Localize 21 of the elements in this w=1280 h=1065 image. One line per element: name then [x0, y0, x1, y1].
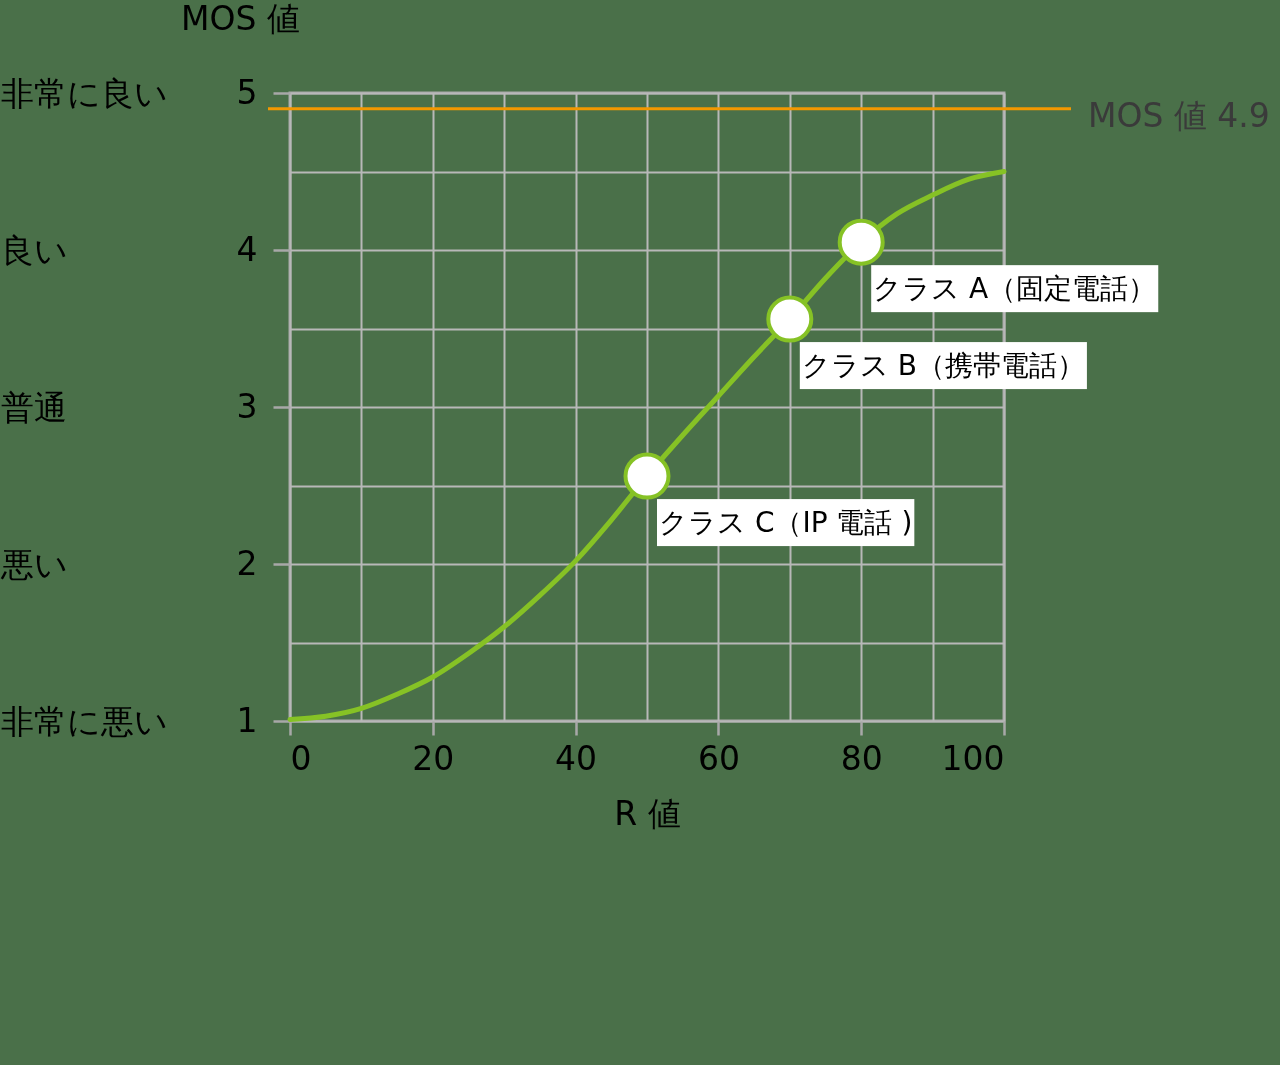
x-tick-label: 40	[555, 738, 598, 778]
y-tick-label: 4	[236, 229, 258, 269]
y-tick-label: 5	[236, 72, 258, 112]
y-axis-title: MOS 値	[181, 0, 300, 38]
x-tick-label: 100	[941, 738, 1005, 778]
category-label: 普通	[1, 388, 67, 427]
x-tick-label: 80	[840, 738, 883, 778]
annotation: クラス C（IP 電話 )	[659, 506, 913, 540]
category-label: 良い	[1, 231, 68, 270]
annotation: クラス B（携帯電話）	[801, 349, 1085, 383]
category-label: 悪い	[1, 545, 68, 584]
y-tick-label: 1	[236, 700, 258, 740]
y-tick-label: 3	[236, 386, 258, 426]
x-tick-label: 60	[697, 738, 740, 778]
category-label: 非常に悪い	[1, 702, 168, 741]
category-label: 非常に良い	[1, 74, 168, 113]
annotation: クラス A（固定電話）	[873, 272, 1157, 306]
x-axis-title: R 値	[614, 793, 681, 833]
y-tick-label: 2	[236, 543, 258, 583]
x-tick-label: 0	[290, 738, 312, 778]
x-tick-label: 20	[412, 738, 455, 778]
